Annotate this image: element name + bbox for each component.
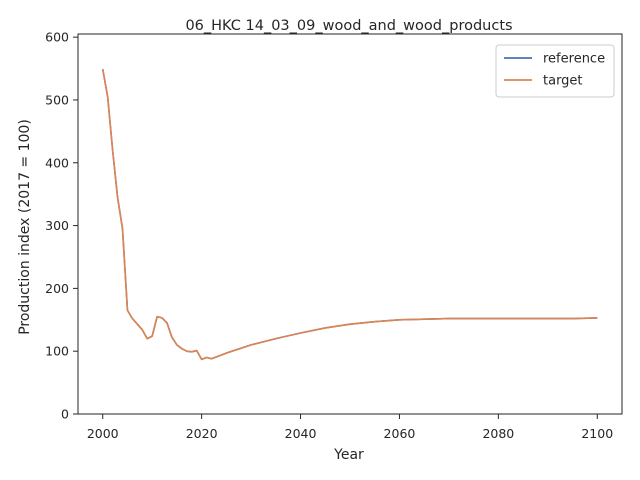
axes-frame [77, 33, 623, 415]
legend-label-reference: reference [543, 52, 605, 67]
plot-area: 2000 2020 2040 2060 2080 2100 0 100 200 300 400 500… [45, 30, 623, 441]
y-tick-label: 300 [45, 218, 69, 233]
y-tick-label: 200 [45, 281, 69, 296]
y-axis-label: Production index (2017 = 100) [17, 119, 33, 335]
x-tick-label: 2080 [482, 426, 514, 441]
legend: reference target [495, 44, 615, 98]
x-axis-label: Year [333, 447, 364, 463]
legend-label-target: target [543, 74, 583, 89]
x-tick-label: 2000 [87, 426, 119, 441]
y-tick-label: 600 [45, 30, 69, 45]
y-tick-label: 0 [61, 407, 69, 422]
x-tick-label: 2060 [384, 426, 416, 441]
y-tick-label: 100 [45, 344, 69, 359]
x-tick-label: 2040 [285, 426, 317, 441]
y-tick-label: 400 [45, 155, 69, 170]
series-line-target [101, 69, 598, 361]
chart-title: 06_HKC 14_03_09_wood_and_wood_products [185, 18, 512, 34]
x-tick-label: 2100 [581, 426, 613, 441]
y-tick-label: 500 [45, 92, 69, 107]
x-tick-label: 2020 [186, 426, 218, 441]
